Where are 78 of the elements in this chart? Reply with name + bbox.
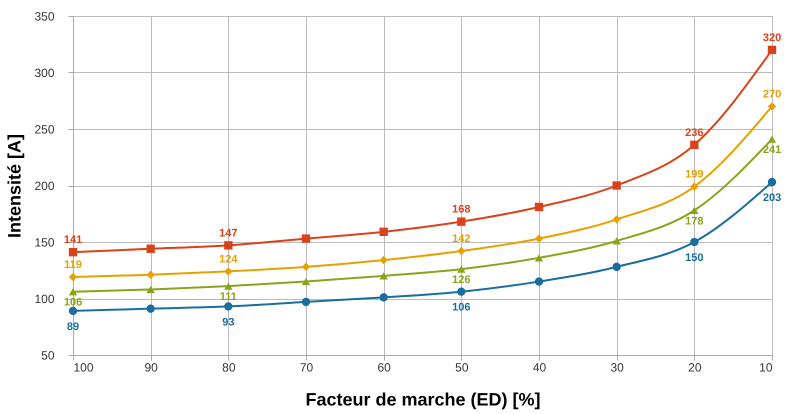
point (224, 302, 233, 311)
x-tick-label: 70 (300, 360, 314, 374)
y-tick-label: 50 (41, 348, 55, 362)
data-label: 150 (685, 252, 704, 264)
data-label: 89 (66, 320, 80, 333)
x-tick-label: 60 (377, 360, 392, 374)
point (612, 237, 621, 244)
point (768, 102, 776, 111)
point (302, 298, 310, 306)
point (612, 181, 621, 190)
point (68, 248, 78, 256)
x-tick-label: 50 (455, 360, 469, 374)
x-axis-title: Facteur de marche (ED) [%] (305, 390, 541, 410)
point (302, 234, 310, 243)
point (457, 265, 466, 273)
data-label: 147 (219, 227, 238, 240)
y-tick-label: 300 (34, 66, 55, 80)
data-label: 203 (762, 192, 782, 204)
y-tick-label: 150 (34, 236, 55, 250)
point (768, 136, 776, 143)
x-tick-label: 10 (759, 360, 773, 374)
point (379, 256, 388, 264)
point (302, 262, 310, 272)
point (534, 202, 544, 212)
y-tick-label: 100 (34, 292, 55, 306)
point (302, 278, 310, 286)
point (146, 270, 155, 279)
point (690, 238, 699, 246)
y-tick-label: 350 (34, 10, 55, 24)
data-label: 141 (64, 234, 82, 246)
point (457, 288, 466, 296)
point (68, 288, 78, 296)
point (690, 140, 699, 150)
point (224, 267, 233, 276)
point (612, 215, 621, 224)
data-label: 199 (685, 168, 704, 181)
point (224, 282, 233, 290)
point (379, 293, 388, 302)
data-label: 168 (452, 204, 471, 216)
y-tick-label: 200 (34, 179, 55, 193)
data-label: 111 (220, 291, 237, 304)
x-tick-label: 80 (222, 360, 236, 374)
point (68, 272, 78, 282)
x-tick-label: 40 (532, 360, 546, 374)
x-tick-label: 20 (688, 360, 702, 374)
point (379, 228, 388, 236)
point (224, 241, 233, 250)
x-tick-label: 100 (74, 360, 94, 374)
data-label: 178 (685, 215, 704, 228)
point (146, 286, 155, 294)
point (690, 206, 699, 214)
data-label: 106 (452, 302, 471, 314)
data-label: 124 (219, 253, 238, 266)
data-label: 320 (762, 32, 782, 44)
y-axis-title: Intensité [A] (4, 134, 24, 238)
point (534, 254, 544, 262)
point (457, 217, 466, 226)
data-label: 93 (222, 316, 234, 328)
data-label: 270 (762, 88, 782, 100)
point (146, 304, 155, 313)
point (68, 306, 78, 316)
point (534, 234, 544, 243)
data-label: 142 (452, 233, 471, 246)
point (690, 182, 699, 191)
point (768, 46, 776, 54)
data-label: 106 (64, 296, 82, 309)
point (457, 246, 466, 256)
data-label: 236 (685, 126, 704, 139)
data-label: 126 (452, 274, 471, 286)
point (612, 262, 621, 272)
x-tick-label: 30 (610, 360, 624, 374)
point (379, 272, 388, 280)
data-label: 119 (64, 259, 82, 272)
x-tick-label: 90 (144, 360, 158, 374)
point (768, 178, 776, 186)
point (534, 277, 544, 286)
y-tick-label: 250 (34, 122, 55, 136)
point (146, 244, 155, 253)
